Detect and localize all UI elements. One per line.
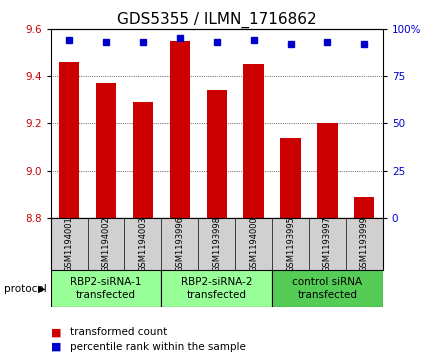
Text: ■: ■ (51, 342, 61, 352)
Bar (354, 196, 374, 218)
Bar (280, 138, 301, 218)
Bar (272, 270, 383, 307)
Text: GSM1193999: GSM1193999 (360, 216, 369, 272)
Title: GDS5355 / ILMN_1716862: GDS5355 / ILMN_1716862 (117, 12, 316, 28)
Text: RBP2-siRNA-1
transfected: RBP2-siRNA-1 transfected (70, 277, 142, 300)
Bar (243, 65, 264, 218)
Text: control siRNA
transfected: control siRNA transfected (292, 277, 363, 300)
Text: GSM1193997: GSM1193997 (323, 216, 332, 272)
Text: GSM1193996: GSM1193996 (175, 216, 184, 272)
Bar (59, 62, 79, 218)
Bar (161, 270, 272, 307)
Text: GSM1194001: GSM1194001 (65, 216, 73, 272)
Text: ▶: ▶ (38, 284, 46, 294)
Text: GSM1193998: GSM1193998 (212, 216, 221, 272)
Text: GSM1193995: GSM1193995 (286, 216, 295, 272)
Bar (317, 123, 337, 218)
Text: GSM1194000: GSM1194000 (249, 216, 258, 272)
Text: percentile rank within the sample: percentile rank within the sample (70, 342, 246, 352)
Text: protocol: protocol (4, 284, 47, 294)
Bar (206, 90, 227, 218)
Bar (96, 83, 116, 218)
Bar (51, 270, 161, 307)
Text: ■: ■ (51, 327, 61, 337)
Text: GSM1194003: GSM1194003 (138, 216, 147, 272)
Text: transformed count: transformed count (70, 327, 168, 337)
Text: RBP2-siRNA-2
transfected: RBP2-siRNA-2 transfected (181, 277, 253, 300)
Bar (170, 41, 190, 218)
Bar (133, 102, 153, 218)
Text: GSM1194002: GSM1194002 (102, 216, 110, 272)
